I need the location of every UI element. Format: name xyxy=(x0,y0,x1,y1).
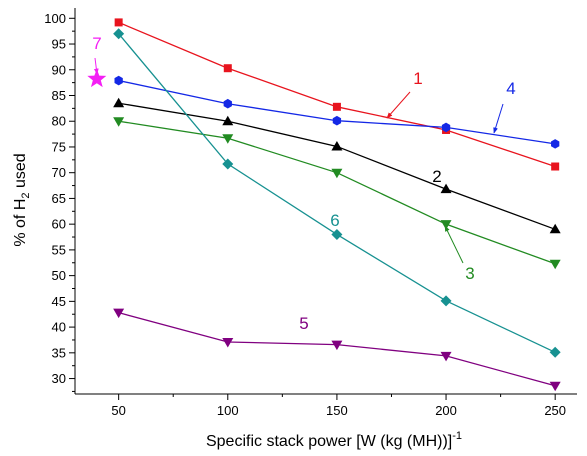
x-tick-label: 200 xyxy=(435,403,457,418)
data-point xyxy=(222,158,234,170)
data-point xyxy=(222,338,234,348)
data-point xyxy=(549,381,561,392)
data-point xyxy=(551,162,560,171)
data-point-7 xyxy=(87,69,107,88)
y-tick-label: 65 xyxy=(52,191,66,206)
data-point xyxy=(113,117,125,127)
data-point xyxy=(113,97,125,108)
series-6 xyxy=(113,28,561,358)
data-point xyxy=(440,351,452,362)
y-tick-label: 40 xyxy=(52,320,66,335)
series-label-6: 6 xyxy=(330,211,339,230)
data-point xyxy=(549,346,561,358)
y-tick-label: 60 xyxy=(52,217,66,232)
data-point xyxy=(222,134,234,144)
data-point xyxy=(222,115,234,126)
data-point xyxy=(332,115,342,126)
x-tick-label: 250 xyxy=(544,403,566,418)
y-tick-label: 100 xyxy=(44,11,66,26)
series-line xyxy=(118,33,556,353)
x-tick-label: 100 xyxy=(217,403,239,418)
data-point xyxy=(223,64,232,73)
data-point xyxy=(331,228,343,240)
y-axis-title: % of H2 used xyxy=(12,153,32,246)
data-point xyxy=(113,308,125,319)
series-layer xyxy=(87,18,561,392)
data-point xyxy=(331,340,343,351)
y-tick-label: 70 xyxy=(52,165,66,180)
axes: 50 100 150 200 25030354045505560657075808590… xyxy=(44,8,577,418)
data-point xyxy=(440,220,452,230)
data-point xyxy=(549,259,561,270)
series-label-3: 3 xyxy=(465,264,474,283)
labels-layer: 1 2 3 4 5 6 7 xyxy=(92,34,515,333)
series-3 xyxy=(113,117,561,270)
data-point xyxy=(331,168,343,179)
data-point xyxy=(332,102,341,111)
data-point xyxy=(441,122,451,133)
y-tick-label: 85 xyxy=(52,88,66,103)
x-tick-label: 150 xyxy=(326,403,348,418)
series-label-1: 1 xyxy=(413,69,422,88)
data-point xyxy=(440,183,452,194)
data-point xyxy=(223,98,232,109)
data-point xyxy=(440,295,452,307)
data-point xyxy=(114,75,123,86)
series-2 xyxy=(113,97,561,234)
series-4 xyxy=(114,75,560,149)
y-tick-label: 45 xyxy=(52,294,66,309)
y-tick-label: 75 xyxy=(52,139,66,154)
y-tick-label: 30 xyxy=(52,371,66,386)
x-axis-title: Specific stack power [W (kg (MH))]-1 xyxy=(206,430,462,450)
label-arrow-1 xyxy=(386,91,411,119)
data-point xyxy=(551,139,560,149)
label-arrow-4 xyxy=(493,103,504,134)
data-point xyxy=(113,28,125,40)
series-label-7: 7 xyxy=(92,34,101,53)
series-5 xyxy=(113,308,561,392)
data-point xyxy=(331,140,343,151)
series-label-2: 2 xyxy=(432,167,441,186)
data-point xyxy=(549,223,561,234)
y-tick-label: 90 xyxy=(52,62,66,77)
y-tick-label: 80 xyxy=(52,114,66,129)
y-tick-label: 55 xyxy=(52,242,66,257)
y-tick-label: 50 xyxy=(52,268,66,283)
data-point xyxy=(114,18,123,27)
series-label-4: 4 xyxy=(506,79,515,98)
y-tick-label: 35 xyxy=(52,345,66,360)
label-arrow-3 xyxy=(444,225,464,264)
y-tick-label: 95 xyxy=(52,37,66,52)
label-arrow-7 xyxy=(93,57,99,75)
x-tick-label: 50 xyxy=(111,403,125,418)
series-label-5: 5 xyxy=(299,314,308,333)
